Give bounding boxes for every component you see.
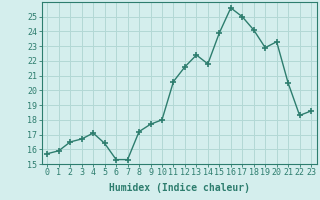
X-axis label: Humidex (Indice chaleur): Humidex (Indice chaleur) bbox=[109, 183, 250, 193]
